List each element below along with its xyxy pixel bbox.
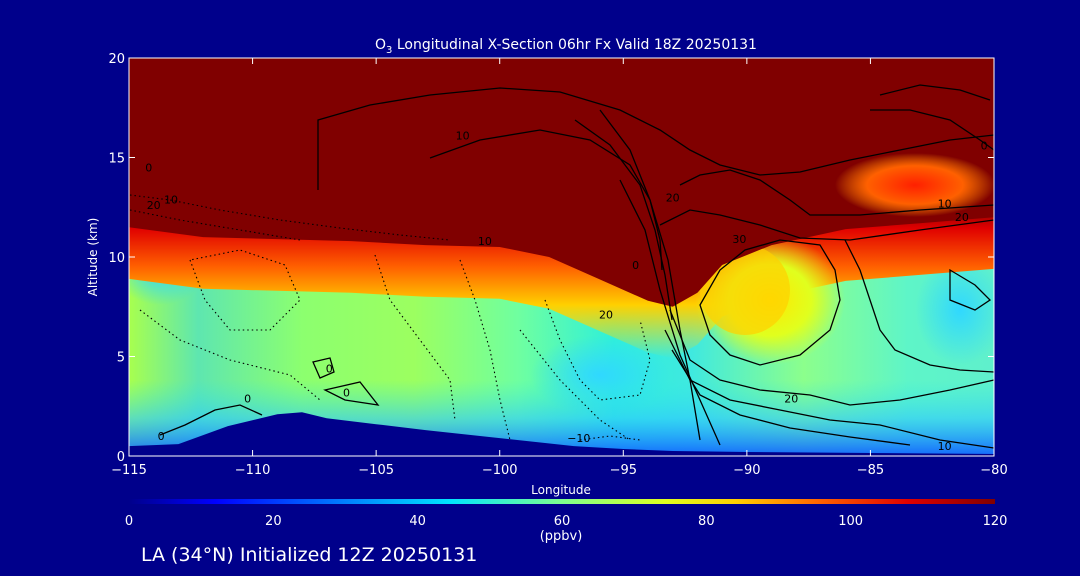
x-tick-label: −110: [235, 463, 271, 478]
contour-label: 20: [599, 309, 613, 322]
colorbar-tick-label: 120: [983, 514, 1008, 529]
contour-solid: [699, 239, 841, 366]
contour-solid: [949, 268, 992, 311]
contour-solid: [159, 404, 263, 436]
contour-solid: [323, 381, 380, 406]
contour-label: 0: [244, 392, 251, 405]
contour-solid: [844, 239, 994, 373]
contour-label: 0: [343, 386, 350, 399]
contour-label: 20: [666, 191, 680, 204]
x-tick-label: −105: [358, 463, 394, 478]
contour-dotted: [374, 254, 456, 421]
contour-label: 0: [326, 362, 333, 375]
contour-label: 20: [955, 211, 969, 224]
contour-label: 30: [732, 233, 746, 246]
chart-title: O3 Longitudinal X-Section 06hr Fx Valid …: [375, 37, 757, 56]
contour-dotted: [519, 329, 631, 441]
contour-solid: [317, 87, 994, 190]
contour-label: 0: [632, 259, 639, 272]
stratospheric-ozone-region: [129, 58, 994, 307]
y-tick-label: 15: [108, 152, 125, 167]
contour-solid: [619, 179, 721, 446]
contour-label: 20: [147, 199, 161, 212]
contour-solid: [669, 309, 994, 406]
contour-lines: [129, 84, 994, 449]
contour-solid: [429, 129, 663, 271]
colorbar-unit: (ppbv): [540, 529, 583, 544]
contour-solid: [879, 84, 991, 101]
y-tick-label: 5: [117, 351, 125, 366]
contour-solid: [679, 169, 994, 216]
upper-red-tongue: [835, 153, 994, 217]
contour-dotted: [459, 259, 511, 441]
contour-solid: [664, 329, 994, 449]
contour-dotted: [129, 209, 301, 241]
contour-label: 10: [456, 130, 470, 143]
contour-dotted: [139, 309, 321, 401]
contour-label: 0: [158, 430, 165, 443]
contour-solid: [671, 349, 911, 446]
y-axis-label: Altitude (km): [86, 218, 100, 297]
colorbar-tick-label: 80: [698, 514, 715, 529]
contour-solid: [312, 357, 335, 379]
x-tick-label: −85: [857, 463, 884, 478]
colorbar: [129, 499, 995, 504]
contour-label: 10: [938, 197, 952, 210]
x-tick-label: −90: [733, 463, 760, 478]
contour-dotted: [579, 435, 641, 441]
colorbar-tick-label: 40: [409, 514, 426, 529]
colorbar-ticks: 0 20 40 60 80 100 120: [125, 514, 1008, 529]
x-tick-label: −100: [482, 463, 518, 478]
contour-label: 10: [164, 193, 178, 206]
y-tick-label: 10: [108, 251, 125, 266]
contour-label: 10: [478, 235, 492, 248]
cyan-pocket-east: [915, 255, 994, 365]
y-axis: 0 5 10 15 20: [108, 52, 994, 465]
y-tick-label: 20: [108, 52, 125, 67]
x-axis-label: Longitude: [531, 483, 591, 497]
x-tick-label: −80: [980, 463, 1007, 478]
colorbar-tick-label: 0: [125, 514, 133, 529]
contour-label: 20: [784, 392, 798, 405]
footer-caption: LA (34°N) Initialized 12Z 20250131: [141, 544, 477, 566]
contour-label: 10: [938, 440, 952, 453]
y-tick-label: 0: [117, 450, 125, 465]
contour-solid: [574, 119, 673, 321]
contour-label: 0: [981, 140, 988, 153]
contour-solid: [870, 109, 994, 151]
x-tick-label: −95: [610, 463, 637, 478]
x-axis: −115 −110 −105 −100 −95 −90 −85 −80: [111, 58, 1008, 478]
contour-solid: [659, 209, 994, 241]
terrain-mask: [129, 412, 994, 456]
colorbar-tick-label: 20: [265, 514, 282, 529]
colorbar-tick-label: 60: [554, 514, 571, 529]
colorbar-tick-label: 100: [838, 514, 863, 529]
contour-label: 0: [145, 161, 152, 174]
contour-label: −10: [567, 432, 590, 445]
x-tick-label: −115: [111, 463, 147, 478]
